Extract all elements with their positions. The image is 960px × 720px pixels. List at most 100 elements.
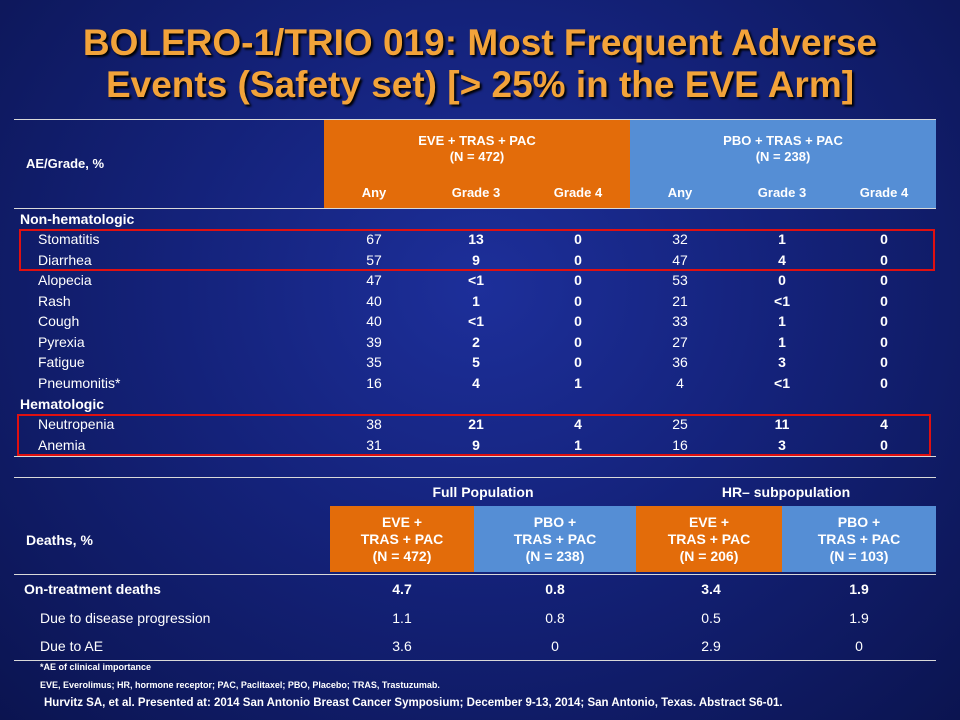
death-cell: 1.1 (392, 610, 412, 626)
ae-table-bottom-border (14, 456, 936, 457)
ae-cell: 1 (778, 313, 786, 329)
table-row: Stomatitis 67 13 0 32 1 0 (0, 229, 960, 249)
ae-name: Cough (38, 313, 80, 329)
ae-name: Pneumonitis* (38, 374, 121, 391)
deaths-arm-header: EVE + TRAS + PAC (N = 206) (636, 506, 782, 572)
ae-cell: 31 (366, 436, 382, 453)
death-cell: 0.5 (701, 610, 721, 626)
table-row: Alopecia 47 <1 0 53 0 0 (0, 270, 960, 290)
ae-cell: 57 (366, 251, 382, 268)
arm-header-line: (N = 238) (525, 547, 585, 564)
death-cell: 0.8 (545, 610, 565, 626)
ae-name: Alopecia (38, 272, 92, 288)
subcol-header: Any (361, 185, 387, 200)
ae-cell: 5 (472, 354, 480, 370)
eve-subheader-band (324, 177, 630, 208)
ae-cell: 0 (880, 313, 888, 329)
ae-cell: 0 (574, 251, 582, 268)
ae-cell: 4 (574, 416, 582, 432)
ae-cell: 1 (574, 374, 582, 391)
death-cell: 1.9 (849, 610, 869, 626)
slide-title: BOLERO-1/TRIO 019: Most Frequent Adverse… (0, 22, 960, 106)
citation: Hurvitz SA, et al. Presented at: 2014 Sa… (44, 697, 783, 709)
ae-cell: 16 (366, 374, 382, 391)
arm-header-line: (N = 472) (372, 547, 432, 564)
footnote-abbreviations: EVE, Everolimus; HR, hormone receptor; P… (40, 680, 440, 690)
ae-cell: <1 (774, 292, 790, 309)
ae-cell: 38 (366, 416, 382, 432)
table-row: Fatigue 35 5 0 36 3 0 (0, 352, 960, 372)
ae-cell: 0 (574, 354, 582, 370)
section-hematologic: Hematologic (20, 396, 105, 412)
deaths-arm-header: PBO + TRAS + PAC (N = 238) (474, 506, 636, 572)
table-row: Anemia 31 9 1 16 3 0 (0, 435, 960, 455)
arm-header-line: TRAS + PAC (360, 530, 444, 547)
ae-cell: 53 (672, 272, 688, 288)
ae-cell: 39 (366, 333, 382, 350)
ae-cell: 33 (672, 313, 688, 329)
ae-header-bottom-border (14, 208, 936, 209)
ae-cell: 47 (672, 251, 688, 268)
table-row: Rash 40 1 0 21 <1 0 (0, 291, 960, 311)
death-cell: 0.8 (545, 581, 565, 597)
ae-cell: 0 (880, 374, 888, 391)
ae-cell: <1 (468, 313, 484, 329)
table-row: Cough 40 <1 0 33 1 0 (0, 311, 960, 331)
ae-cell: 21 (672, 292, 688, 309)
ae-name: Fatigue (38, 354, 85, 370)
ae-cell: 36 (672, 354, 688, 370)
arm-header-line: (N = 206) (679, 547, 739, 564)
footnote-clinical-importance: *AE of clinical importance (40, 662, 152, 672)
subcol-header: Grade 3 (451, 185, 501, 200)
table-row: Due to AE 3.6 0 2.9 0 (0, 635, 960, 659)
ae-cell: 35 (366, 354, 382, 370)
ae-cell: 40 (366, 292, 382, 309)
death-cell: 0 (551, 638, 559, 654)
ae-cell: 16 (672, 436, 688, 453)
ae-cell: 4 (778, 251, 786, 268)
ae-cell: 9 (472, 436, 480, 453)
ae-cell: 32 (672, 231, 688, 247)
ae-cell: 0 (778, 272, 786, 288)
ae-cell: <1 (468, 272, 484, 288)
subcol-header: Grade 3 (757, 185, 807, 200)
ae-cell: 0 (880, 354, 888, 370)
arm-header-line: TRAS + PAC (667, 530, 751, 547)
ae-cell: 9 (472, 251, 480, 268)
ae-cell: 0 (574, 333, 582, 350)
ae-cell: 13 (468, 231, 484, 247)
pbo-subheader-band (630, 177, 936, 208)
arm-header-line: TRAS + PAC (513, 530, 597, 547)
eve-arm-header: EVE + TRAS + PAC (N = 472) (324, 120, 630, 177)
death-cause: Due to disease progression (40, 610, 211, 626)
hr-subpopulation-header: HR– subpopulation (721, 484, 851, 500)
death-cell: 1.9 (849, 581, 869, 597)
ae-cell: 3 (778, 354, 786, 370)
ae-grade-header: AE/Grade, % (26, 156, 105, 171)
deaths-header: Deaths, % (26, 532, 93, 548)
section-non-hematologic: Non-hematologic (20, 211, 135, 227)
title-line-2: Events (Safety set) [> 25% in the EVE Ar… (105, 64, 855, 105)
ae-cell: 0 (880, 436, 888, 453)
ae-cell: 25 (672, 416, 688, 432)
ae-table-top-border (14, 119, 936, 120)
ae-cell: 0 (880, 292, 888, 309)
subcol-header: Grade 4 (553, 185, 603, 200)
subcol-header: Grade 4 (859, 185, 909, 200)
ae-cell: 0 (880, 231, 888, 247)
table-row: Neutropenia 38 21 4 25 11 4 (0, 414, 960, 434)
ae-cell: 21 (468, 416, 484, 432)
ae-cell: 0 (574, 231, 582, 247)
highlight-box-stomatitis-diarrhea (19, 229, 935, 271)
death-cause: Due to AE (40, 638, 104, 654)
arm-header-line: EVE + (381, 513, 423, 530)
ae-cell: 4 (676, 374, 684, 391)
pbo-arm-header: PBO + TRAS + PAC (N = 238) (630, 120, 936, 177)
ae-cell: 1 (778, 333, 786, 350)
deaths-arm-header: PBO + TRAS + PAC (N = 103) (782, 506, 936, 572)
ae-cell: 0 (574, 292, 582, 309)
ae-name: Pyrexia (38, 333, 85, 350)
death-cell: 3.6 (392, 638, 412, 654)
arm-header-line: TRAS + PAC (817, 530, 901, 547)
ae-cell: 27 (672, 333, 688, 350)
